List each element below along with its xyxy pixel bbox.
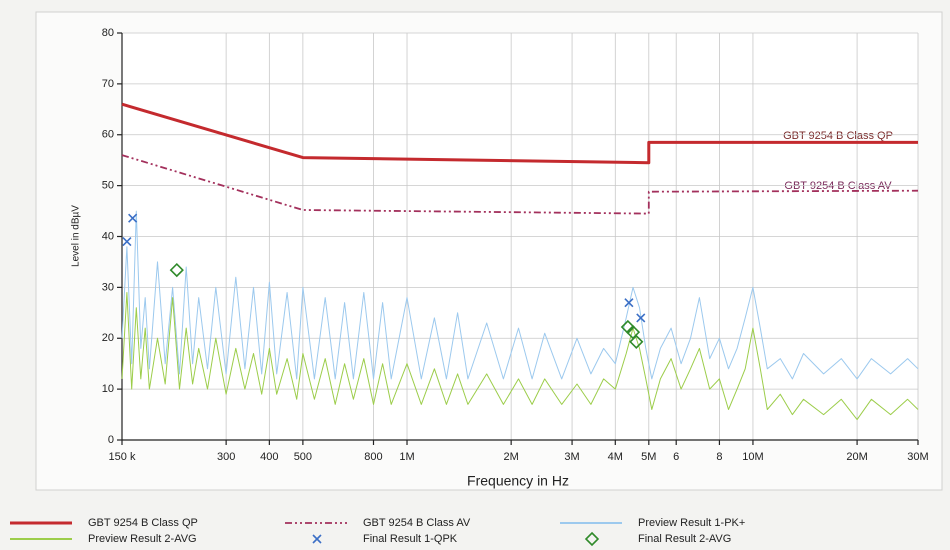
legend-swatch-stroke [312,534,322,544]
marker [122,237,132,247]
marker-stroke [122,237,132,247]
y-tick-label: 40 [102,230,114,242]
marker-stroke [128,213,138,223]
x-tick-label: 4M [608,451,623,463]
marker-stroke [636,313,646,323]
x-tick-label: 1M [399,451,414,463]
marker [169,262,184,278]
legend-swatch [312,534,322,544]
marker [128,213,138,223]
x-tick-label: 30M [907,451,928,463]
x-tick-label: 400 [260,451,278,463]
y-tick-label: 10 [102,383,114,395]
x-tick-label: 500 [294,451,312,463]
legend-label: GBT 9254 B Class AV [363,517,471,529]
x-tick-label: 20M [846,451,867,463]
y-tick-label: 50 [102,180,114,192]
x-tick-label: 5M [641,451,656,463]
series-line [121,102,918,165]
marker [636,313,646,323]
x-tick-label: 300 [217,451,235,463]
marker [624,298,634,308]
legend-label: Final Result 2-AVG [638,533,731,545]
y-axis-label: Level in dBµV [71,205,82,267]
series-line [121,292,919,421]
marker [629,334,644,349]
legend-label: Preview Result 1-PK+ [638,517,745,529]
x-tick-label: 8 [716,451,722,463]
y-tick-label: 60 [102,129,114,141]
series-line [121,154,919,215]
x-tick-label: 10M [742,451,763,463]
y-tick-label: 0 [108,434,114,446]
x-tick-label: 150 k [109,451,136,463]
legend-label: GBT 9254 B Class QP [88,517,198,529]
y-tick-label: 20 [102,332,114,344]
y-tick-label: 30 [102,281,114,293]
x-tick-label: 800 [364,451,382,463]
series-line [121,210,919,380]
x-tick-label: 6 [673,451,679,463]
x-tick-label: 2M [504,451,519,463]
annotation: GBT 9254 B Class QP [783,130,893,142]
legend-label: Preview Result 2-AVG [88,533,197,545]
y-tick-label: 70 [102,78,114,90]
legend-label: Final Result 1-QPK [363,533,458,545]
x-axis-label: Frequency in Hz [467,473,569,489]
y-tick-label: 80 [102,27,114,39]
x-tick-label: 3M [564,451,579,463]
legend-swatch [584,531,600,547]
marker-stroke [624,298,634,308]
